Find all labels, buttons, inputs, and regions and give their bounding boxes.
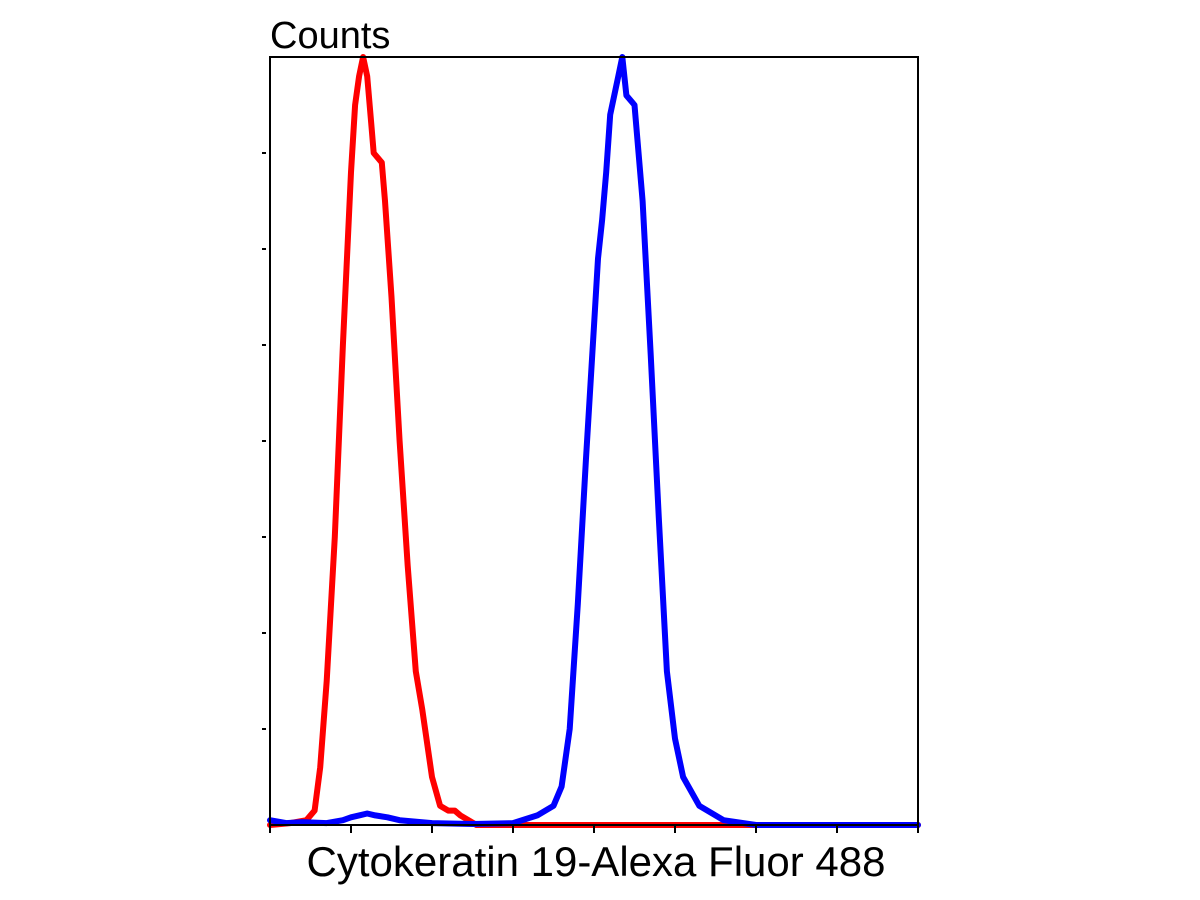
- plot-frame: [269, 56, 919, 826]
- y-axis-label: Counts: [270, 15, 390, 57]
- x-axis-label: Cytokeratin 19-Alexa Fluor 488: [307, 838, 886, 885]
- series-line-1: [267, 54, 921, 828]
- series-line-0: [267, 54, 921, 828]
- series-layer: [267, 54, 921, 828]
- tick-layer: [262, 152, 919, 833]
